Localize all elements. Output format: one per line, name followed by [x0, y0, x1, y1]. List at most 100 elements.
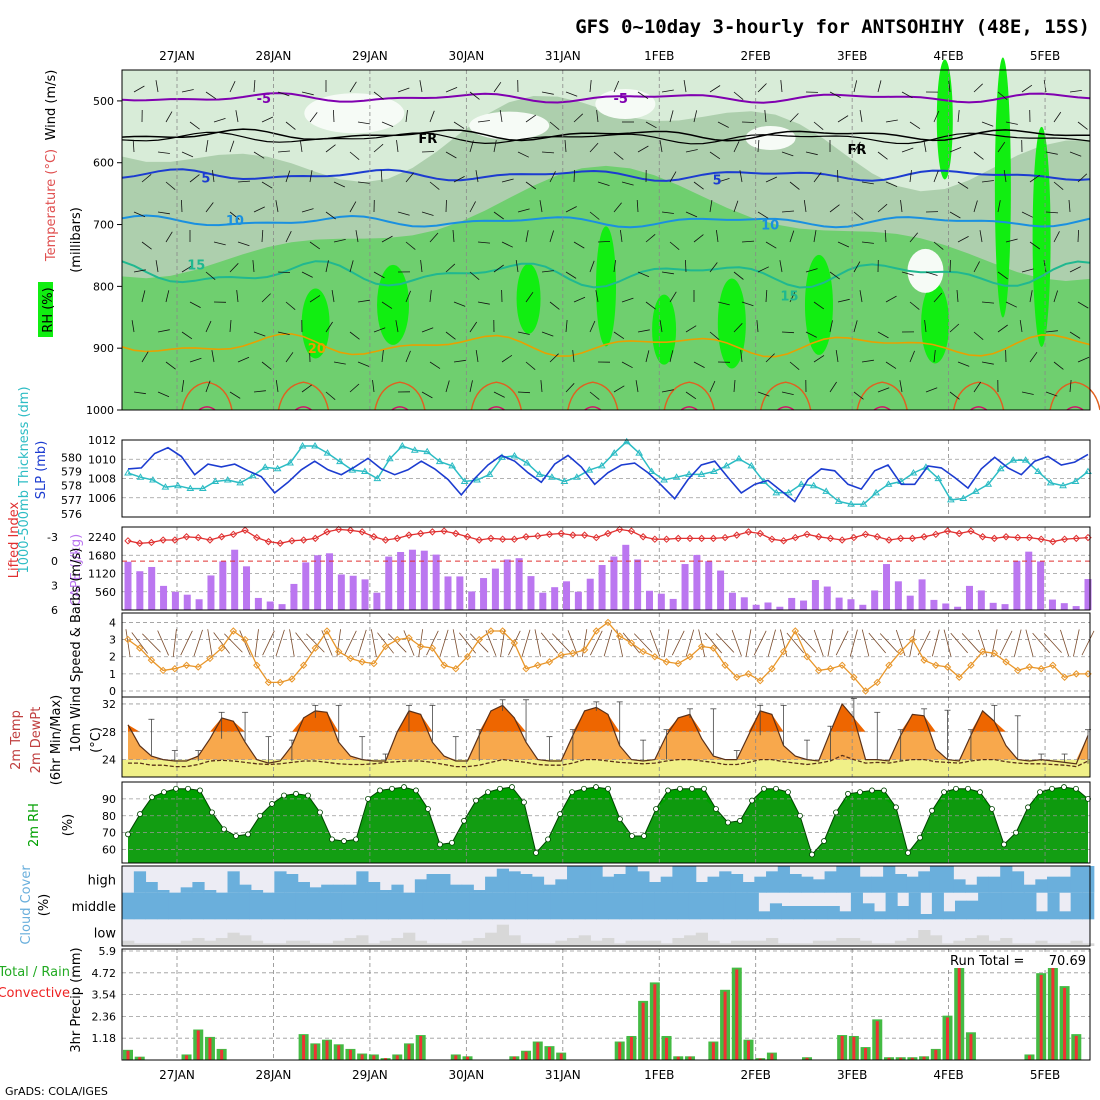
- lifted-index-point: [510, 535, 519, 543]
- cloud-bar-low: [332, 940, 346, 946]
- wind-tick-label: 4: [109, 616, 116, 629]
- wind-speed-point: [709, 644, 718, 652]
- wind-speed-point: [967, 661, 975, 669]
- isotherm-label: 5: [201, 172, 210, 187]
- wind-barb: [829, 91, 841, 98]
- cloud-bar-low: [625, 940, 638, 946]
- rh-point: [461, 817, 467, 824]
- wind-speed-point: [861, 687, 870, 695]
- wind-barb: [741, 301, 754, 307]
- wind-barb: [859, 110, 863, 123]
- wind-barb-10m: [207, 629, 213, 657]
- cloud-bar-low: [1047, 943, 1060, 946]
- cloud-bar-middle: [608, 892, 621, 920]
- cloud-bar-high: [1047, 876, 1060, 893]
- lifted-index-line: [127, 528, 1089, 544]
- wind-barb-10m: [827, 629, 834, 657]
- precip-convective-bar: [348, 1049, 352, 1060]
- wind-barb: [765, 176, 778, 183]
- wind-barb-10m: [633, 633, 653, 653]
- wind-barb: [837, 169, 839, 183]
- cloud-bar-middle: [631, 892, 644, 920]
- wind-barb: [1019, 320, 1023, 333]
- thickness-point: [909, 468, 918, 476]
- cloud-bar-low: [883, 943, 896, 946]
- wind-speed-point: [932, 661, 940, 669]
- thickness-point: [1046, 478, 1055, 486]
- cloud-bar-high: [812, 879, 826, 893]
- cape-bar: [942, 603, 950, 610]
- wind-barb-10m: [943, 629, 952, 657]
- wind-barb: [381, 121, 394, 127]
- cloud-bar-middle: [978, 892, 991, 920]
- thickness-point: [560, 477, 569, 484]
- cloud-bar-high: [145, 882, 158, 893]
- wind-barb: [565, 271, 577, 279]
- wind-barb: [1069, 266, 1081, 273]
- wind-speed-point: [721, 661, 729, 669]
- rh-point: [521, 799, 527, 806]
- wind-barb: [636, 199, 639, 213]
- thickness-point: [660, 476, 668, 483]
- cape-bar: [728, 592, 736, 610]
- cloud-unit-label: (%): [37, 894, 52, 917]
- precip-total-side-label: Total / Rain: [0, 965, 70, 980]
- wind-barb: [1021, 211, 1033, 218]
- wind-speed-point: [358, 658, 366, 666]
- wind-barb-10m: [521, 629, 531, 657]
- cloud-bar-low: [1011, 943, 1025, 946]
- wind-barb: [405, 172, 415, 183]
- rh-point: [221, 826, 227, 833]
- wind-speed-point: [206, 654, 214, 663]
- upper-air-y-label: (millibars): [69, 207, 84, 273]
- rh-point: [137, 811, 143, 817]
- cape-tick-label: 560: [95, 586, 116, 599]
- temp-tick-label: 24: [102, 754, 116, 767]
- thickness-point: [685, 470, 693, 477]
- date-label-top: 4FEB: [933, 49, 963, 63]
- cloud-bar-middle: [897, 906, 910, 920]
- cloud-bar-middle: [457, 892, 470, 920]
- wind-barb: [261, 181, 273, 189]
- cloud-bar-high: [567, 866, 580, 893]
- wind-barb: [309, 112, 318, 123]
- cloud-bar-high: [941, 866, 954, 893]
- wind-barb: [373, 91, 384, 100]
- wind-barb: [683, 80, 687, 93]
- wind-barb: [252, 260, 255, 273]
- wind-barb-10m: [534, 629, 541, 657]
- wind-barb: [949, 323, 960, 333]
- cloud-bar-high: [918, 871, 931, 893]
- rh-point: [881, 787, 887, 794]
- thickness-point: [572, 473, 581, 480]
- cape-bar: [776, 606, 784, 610]
- rh-point: [557, 811, 563, 817]
- wind-barb: [189, 301, 201, 308]
- wind-barb: [685, 149, 698, 153]
- wind-barb: [973, 151, 984, 160]
- wind-barb: [573, 113, 584, 123]
- cloud-bar-middle: [619, 892, 632, 920]
- wind-barb-10m: [1014, 629, 1022, 657]
- wind-speed-point: [1014, 666, 1022, 675]
- cape-bar: [148, 566, 156, 610]
- cloud-bar-middle: [793, 906, 806, 920]
- rh-point: [269, 801, 275, 807]
- wind-barb: [333, 181, 346, 188]
- rh-point: [161, 789, 167, 796]
- wind-speed-point: [885, 661, 893, 669]
- cloud-bar-low: [941, 943, 954, 946]
- rh-point: [1037, 789, 1043, 796]
- wind-barb: [1021, 268, 1034, 273]
- isotherm-label: -5: [613, 92, 627, 107]
- wind-barb: [885, 361, 897, 369]
- slp-tick-label: 1012: [88, 434, 116, 447]
- lifted-index-point: [592, 533, 600, 542]
- isotherm-label: 15: [780, 290, 798, 305]
- wind-speed-point: [978, 647, 987, 656]
- cape-bar: [385, 556, 393, 610]
- wind-barb: [741, 121, 755, 123]
- rh-point: [125, 831, 131, 838]
- wind-barb: [853, 261, 861, 273]
- cloud-bar-low: [204, 940, 217, 946]
